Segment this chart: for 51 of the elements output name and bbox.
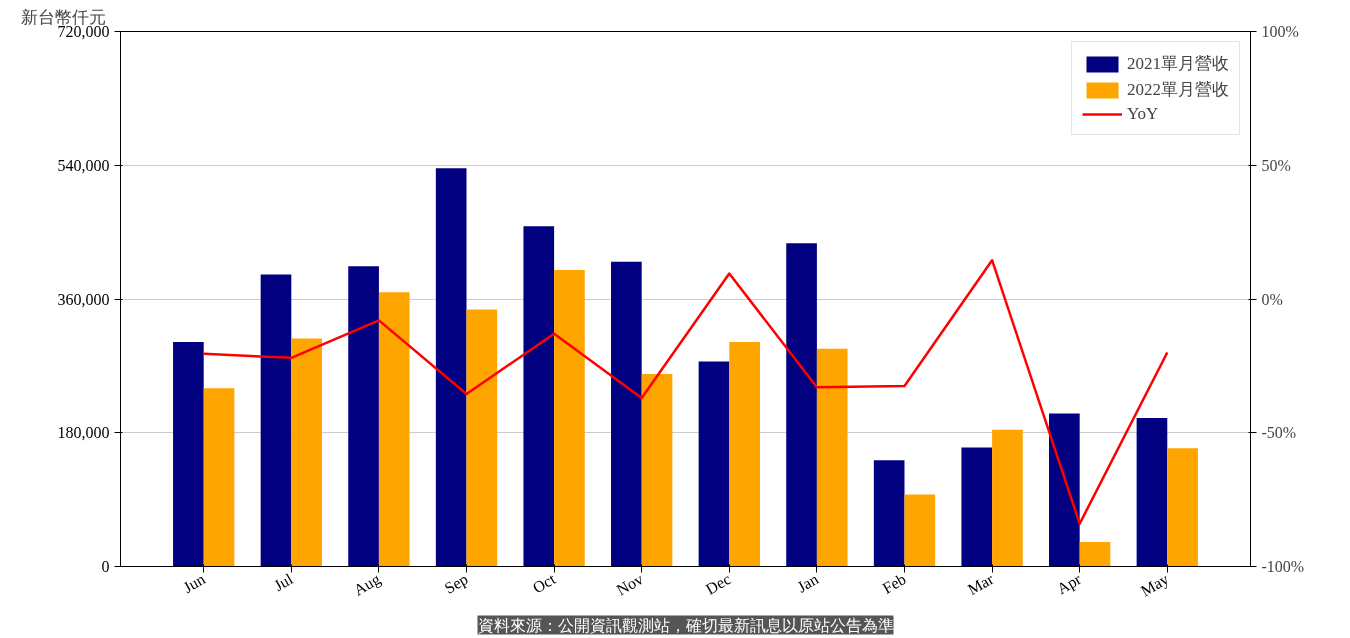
legend-label: 2021單月營收 — [1127, 53, 1229, 75]
bar — [1136, 417, 1168, 567]
bar — [435, 168, 467, 567]
y2-tick-label: -50% — [1261, 424, 1297, 442]
bar — [729, 342, 760, 567]
bar — [291, 338, 322, 567]
x-tick-label: Jan — [794, 570, 822, 596]
bar — [641, 374, 673, 567]
bar — [378, 292, 410, 567]
line-series — [202, 258, 1169, 525]
y2-tick-label: 100% — [1261, 23, 1299, 40]
x-tick-label: Aug — [350, 570, 384, 600]
x-tick-label: May — [1137, 570, 1173, 601]
y2-tick-label: -100% — [1261, 558, 1305, 575]
y2-tick-label: 0% — [1261, 290, 1283, 308]
x-tick-label: Apr — [1053, 569, 1086, 599]
x-tick-label: Feb — [879, 570, 909, 597]
bar — [992, 429, 1023, 567]
x-tick-label: Sep — [441, 570, 472, 598]
x-tick-label: Dec — [702, 570, 734, 598]
bar — [1167, 448, 1198, 567]
y-tick-label: 540,000 — [57, 156, 110, 174]
y-tick-label: 360,000 — [57, 290, 110, 308]
bar — [203, 388, 235, 567]
bar — [786, 243, 817, 567]
y-tick-label: 180,000 — [57, 424, 110, 442]
y2-tick-label: 50% — [1261, 156, 1291, 174]
bar — [348, 266, 379, 567]
bar — [611, 261, 642, 567]
bar — [1049, 413, 1080, 567]
bar — [816, 348, 848, 567]
source-note: 資料來源：公開資訊觀測站，確切最新訊息以原站公告為準 — [477, 615, 894, 635]
bar — [873, 460, 905, 567]
bar — [173, 342, 204, 567]
bar — [523, 226, 555, 567]
bar — [1079, 541, 1111, 567]
bar — [466, 309, 498, 567]
y-tick-label: 0 — [101, 558, 110, 575]
x-tick-label: Oct — [529, 569, 559, 597]
legend-label: YoY — [1127, 104, 1159, 124]
legend-label: 2022單月營收 — [1127, 79, 1229, 101]
x-tick-label: Mar — [964, 569, 997, 599]
x-tick-label: Jun — [180, 570, 208, 596]
bar — [260, 274, 292, 567]
x-tick-label: Jul — [270, 569, 297, 595]
bar — [904, 494, 936, 567]
bar — [961, 447, 993, 567]
y-axis-title: 新台幣仟元 — [20, 7, 106, 27]
bar — [698, 361, 730, 567]
x-tick-label: Nov — [613, 570, 646, 599]
bar — [554, 270, 585, 567]
